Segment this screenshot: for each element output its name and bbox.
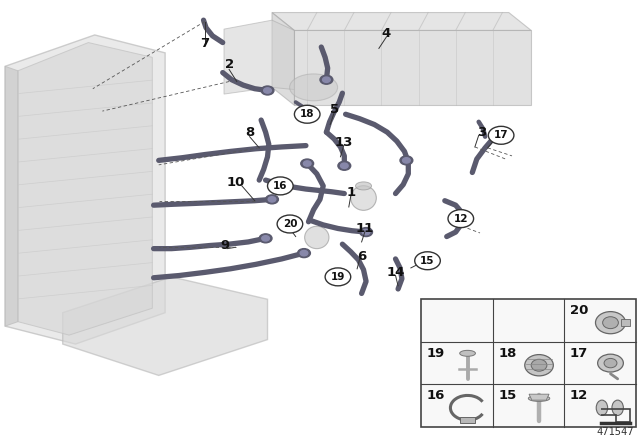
Text: 2: 2 bbox=[225, 57, 234, 71]
Text: 18: 18 bbox=[499, 347, 516, 360]
Text: 1: 1 bbox=[346, 186, 355, 199]
Ellipse shape bbox=[460, 350, 476, 356]
Text: 4: 4 bbox=[382, 27, 391, 40]
Polygon shape bbox=[272, 13, 294, 105]
Ellipse shape bbox=[596, 400, 607, 415]
Ellipse shape bbox=[612, 400, 623, 415]
Text: 12: 12 bbox=[570, 389, 588, 402]
Text: 18: 18 bbox=[300, 109, 314, 119]
Text: 9: 9 bbox=[221, 239, 230, 252]
Circle shape bbox=[415, 252, 440, 270]
Ellipse shape bbox=[529, 396, 550, 401]
Text: 20: 20 bbox=[570, 304, 588, 317]
Polygon shape bbox=[272, 13, 531, 30]
Circle shape bbox=[306, 108, 319, 117]
Polygon shape bbox=[63, 277, 268, 375]
Ellipse shape bbox=[525, 355, 554, 376]
Ellipse shape bbox=[595, 312, 625, 334]
Text: 12: 12 bbox=[454, 214, 468, 224]
Circle shape bbox=[261, 86, 274, 95]
Ellipse shape bbox=[290, 74, 338, 101]
Polygon shape bbox=[224, 20, 294, 94]
Ellipse shape bbox=[531, 359, 547, 371]
Polygon shape bbox=[529, 394, 549, 400]
Polygon shape bbox=[294, 30, 531, 105]
Circle shape bbox=[264, 88, 271, 93]
Circle shape bbox=[308, 110, 316, 116]
Bar bbox=[621, 319, 630, 326]
Circle shape bbox=[338, 161, 351, 170]
Circle shape bbox=[448, 210, 474, 228]
Text: 17: 17 bbox=[570, 347, 588, 360]
Ellipse shape bbox=[305, 226, 329, 249]
Text: 19: 19 bbox=[331, 272, 345, 282]
Ellipse shape bbox=[351, 185, 376, 211]
Text: 10: 10 bbox=[227, 176, 244, 190]
Circle shape bbox=[320, 75, 333, 84]
Text: 7: 7 bbox=[200, 37, 209, 51]
Text: 13: 13 bbox=[335, 136, 353, 149]
Text: 8: 8 bbox=[245, 125, 254, 139]
Text: 3: 3 bbox=[477, 125, 486, 139]
Circle shape bbox=[294, 105, 320, 123]
Text: 15: 15 bbox=[499, 389, 516, 402]
Text: 15: 15 bbox=[420, 256, 435, 266]
Circle shape bbox=[303, 161, 311, 166]
Circle shape bbox=[360, 228, 372, 237]
Text: 16: 16 bbox=[273, 181, 287, 191]
Circle shape bbox=[301, 159, 314, 168]
Circle shape bbox=[277, 215, 303, 233]
Ellipse shape bbox=[603, 317, 618, 329]
Text: 19: 19 bbox=[427, 347, 445, 360]
Polygon shape bbox=[18, 43, 152, 335]
Circle shape bbox=[362, 229, 370, 235]
Circle shape bbox=[266, 195, 278, 204]
Circle shape bbox=[400, 156, 413, 165]
Ellipse shape bbox=[604, 358, 617, 368]
Circle shape bbox=[340, 163, 348, 168]
Polygon shape bbox=[5, 35, 165, 344]
Text: 17: 17 bbox=[494, 130, 508, 140]
Circle shape bbox=[323, 77, 330, 82]
Circle shape bbox=[298, 249, 310, 258]
Polygon shape bbox=[5, 66, 18, 326]
Circle shape bbox=[268, 177, 293, 195]
Ellipse shape bbox=[356, 182, 371, 190]
Bar bbox=[460, 417, 475, 423]
Circle shape bbox=[325, 268, 351, 286]
Circle shape bbox=[268, 197, 276, 202]
Ellipse shape bbox=[598, 354, 623, 372]
Text: 11: 11 bbox=[356, 222, 374, 235]
Circle shape bbox=[262, 236, 269, 241]
Text: 14: 14 bbox=[387, 266, 404, 279]
Text: 16: 16 bbox=[427, 389, 445, 402]
Circle shape bbox=[403, 158, 410, 163]
Text: 471547: 471547 bbox=[596, 427, 634, 437]
Text: 20: 20 bbox=[283, 219, 297, 229]
Text: 5: 5 bbox=[330, 103, 339, 116]
Circle shape bbox=[300, 250, 308, 256]
Circle shape bbox=[259, 234, 272, 243]
Bar bbox=[421, 299, 636, 427]
Circle shape bbox=[488, 126, 514, 144]
Text: 6: 6 bbox=[357, 250, 366, 263]
